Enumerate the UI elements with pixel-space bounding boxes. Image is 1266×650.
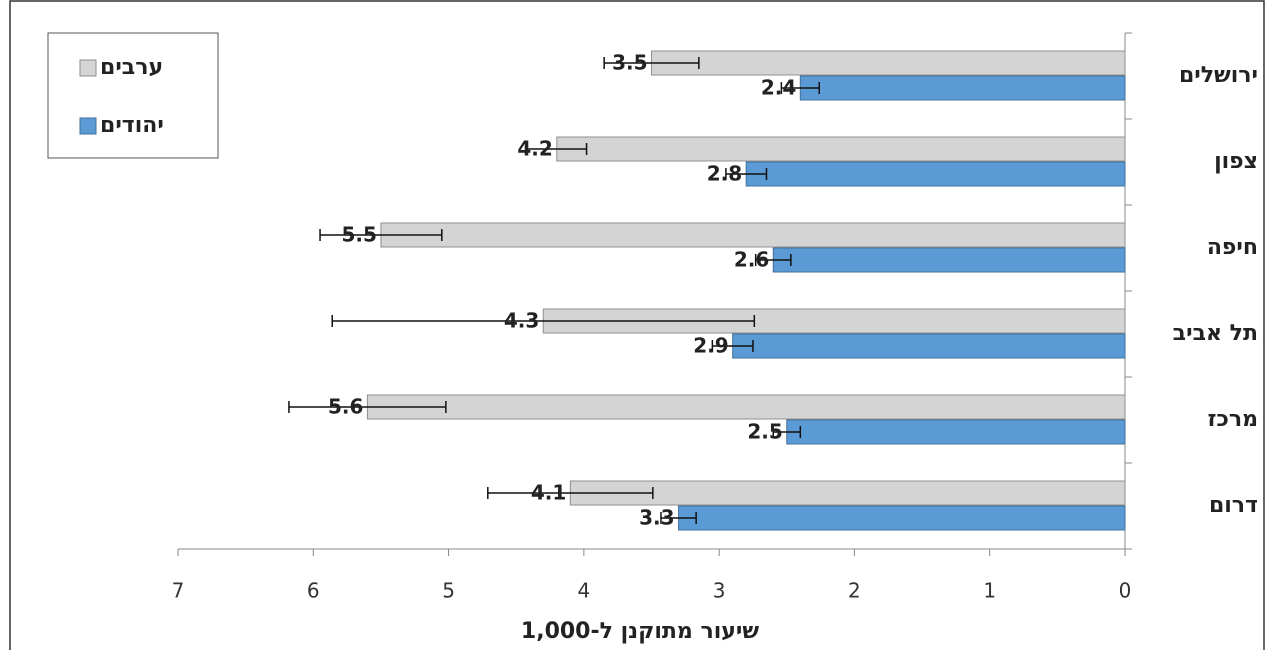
error-bar (772, 426, 802, 438)
data-label: 2.5 (747, 420, 782, 444)
bar (786, 419, 1126, 445)
category-label: צפון (1214, 149, 1258, 174)
error-bar (487, 487, 654, 499)
error-bar (725, 168, 768, 180)
bar (772, 247, 1126, 273)
error-bar (711, 340, 754, 352)
x-tick-label: 4 (577, 579, 590, 603)
error-bar (754, 254, 792, 266)
data-label: 4.1 (531, 481, 566, 505)
data-label: 5.5 (341, 223, 376, 247)
error-bar (660, 512, 697, 524)
category-label: מרכז (1208, 407, 1258, 432)
data-label: 2.6 (734, 248, 769, 272)
data-label: 3.5 (612, 51, 647, 75)
legend-swatch (79, 59, 97, 77)
x-tick-label: 5 (442, 579, 455, 603)
x-axis-title: שיעור מתוקנן ל-1,000 (521, 619, 759, 644)
error-bar (331, 315, 756, 327)
x-tick-label: 6 (307, 579, 320, 603)
frame (9, 0, 1265, 650)
bar (556, 136, 1126, 162)
data-label: 4.2 (517, 137, 552, 161)
data-label: 5.6 (328, 395, 363, 419)
category-label: דרום (1209, 493, 1258, 518)
legend-box (47, 32, 219, 159)
bar (380, 222, 1126, 248)
x-tick-label: 3 (713, 579, 726, 603)
error-bar (526, 143, 588, 155)
data-label: 2.4 (761, 76, 796, 100)
data-label: 2.8 (707, 162, 742, 186)
x-tick-label: 0 (1119, 579, 1132, 603)
bar (745, 161, 1126, 187)
legend-label: יהודים (100, 113, 164, 138)
x-tick-label: 1 (983, 579, 996, 603)
bar (366, 394, 1126, 420)
bar (799, 75, 1126, 101)
x-tick-label: 7 (172, 579, 185, 603)
category-label: חיפה (1207, 235, 1258, 260)
error-bar (603, 57, 700, 69)
bar (732, 333, 1126, 359)
data-label: 2.9 (693, 334, 728, 358)
error-bar (319, 229, 443, 241)
category-label: ירושלים (1179, 63, 1258, 88)
data-label: 4.3 (504, 309, 539, 333)
legend-label: ערבים (100, 55, 163, 80)
legend-swatch (79, 117, 97, 135)
bar (678, 505, 1126, 531)
bar (569, 480, 1126, 506)
x-tick-label: 2 (848, 579, 861, 603)
error-bar (288, 401, 447, 413)
category-label: תל אביב (1173, 321, 1258, 346)
error-bar (780, 82, 821, 94)
data-label: 3.3 (639, 506, 674, 530)
bar (651, 50, 1126, 76)
